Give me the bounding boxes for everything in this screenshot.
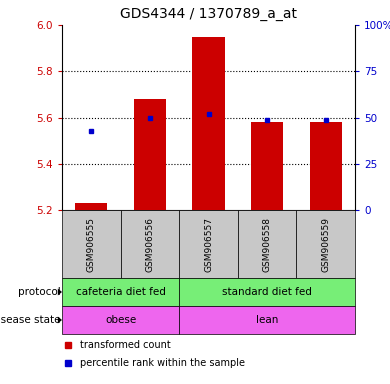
Text: percentile rank within the sample: percentile rank within the sample	[80, 358, 245, 368]
Text: standard diet fed: standard diet fed	[222, 287, 312, 297]
Bar	[310, 122, 342, 210]
Bar	[296, 210, 355, 278]
Bar	[179, 210, 238, 278]
Bar	[238, 210, 296, 278]
Text: GSM906558: GSM906558	[262, 217, 271, 271]
Bar	[134, 99, 166, 210]
Text: cafeteria diet fed: cafeteria diet fed	[76, 287, 165, 297]
Text: GSM906555: GSM906555	[87, 217, 96, 271]
Text: lean: lean	[256, 315, 278, 325]
Bar	[179, 278, 355, 306]
Text: transformed count: transformed count	[80, 340, 170, 350]
Text: obese: obese	[105, 315, 136, 325]
Bar	[179, 306, 355, 334]
Bar	[62, 306, 179, 334]
Text: disease state: disease state	[0, 315, 61, 325]
Bar	[62, 210, 121, 278]
Bar	[75, 203, 107, 210]
Bar	[121, 210, 179, 278]
Text: GSM906556: GSM906556	[145, 217, 154, 271]
Text: GSM906559: GSM906559	[321, 217, 330, 271]
Bar	[62, 278, 179, 306]
Bar	[192, 36, 225, 210]
Bar	[251, 122, 283, 210]
Text: protocol: protocol	[18, 287, 61, 297]
Title: GDS4344 / 1370789_a_at: GDS4344 / 1370789_a_at	[120, 7, 297, 21]
Text: GSM906557: GSM906557	[204, 217, 213, 271]
